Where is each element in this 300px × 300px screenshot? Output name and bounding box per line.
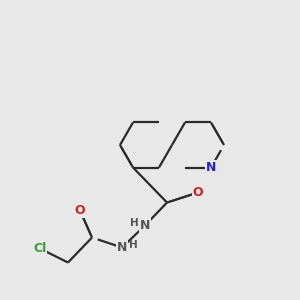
- Text: O: O: [193, 186, 203, 199]
- Text: N: N: [206, 161, 216, 174]
- Text: N: N: [140, 219, 150, 232]
- Text: H: H: [129, 239, 137, 250]
- Text: N: N: [117, 241, 127, 254]
- Text: Cl: Cl: [33, 242, 46, 255]
- Text: H: H: [130, 218, 138, 227]
- Text: O: O: [75, 204, 85, 217]
